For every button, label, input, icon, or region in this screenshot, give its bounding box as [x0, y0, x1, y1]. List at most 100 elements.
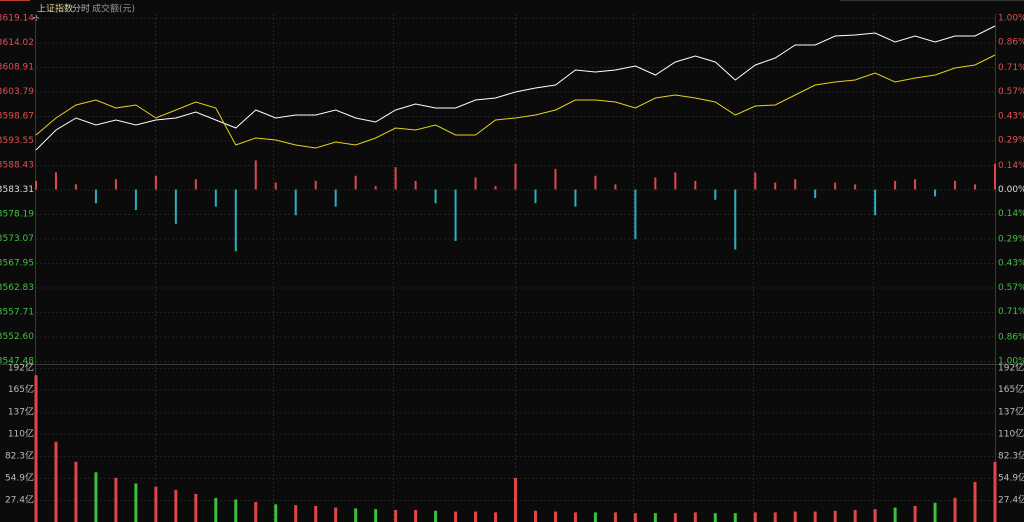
diff-bar	[674, 172, 677, 190]
volume-bar	[973, 481, 977, 522]
y2-tick-label: 0.29%	[998, 135, 1024, 145]
diff-bar	[54, 172, 57, 190]
volume-bar	[334, 507, 338, 522]
volume-bar	[873, 509, 877, 522]
y-tick-label: 3603.79	[0, 87, 34, 97]
y-tick-label: 3573.07	[0, 234, 34, 244]
diff-bar	[314, 180, 317, 190]
volume-bar	[773, 512, 777, 522]
diff-bar	[874, 189, 877, 216]
volume-bar	[214, 497, 218, 522]
diff-bar	[234, 189, 237, 252]
diff-bar	[594, 175, 597, 190]
diff-bar	[734, 189, 737, 250]
volume-bar	[713, 513, 717, 522]
y-tick-label: 54.9亿	[5, 471, 34, 483]
diff-bar	[474, 177, 477, 190]
y-tick-label: 3567.95	[0, 259, 34, 269]
volume-bar	[753, 512, 757, 522]
tab[interactable]: 成交额(元)	[92, 3, 135, 15]
diff-bar	[134, 189, 137, 211]
diff-bar	[74, 184, 77, 190]
y2-tick-label: 0.14%	[998, 209, 1024, 219]
tab[interactable]: 分时	[72, 3, 90, 15]
y-tick-label: 3583.31	[0, 185, 34, 195]
y-tick-label: 3562.83	[0, 283, 34, 293]
diff-bar	[534, 189, 537, 204]
volume-bar	[154, 486, 158, 522]
y-tick-label: 137亿	[8, 406, 34, 418]
diff-bar	[214, 189, 217, 207]
diff-bar	[894, 180, 897, 190]
y2-tick-label: 0.00%	[998, 185, 1024, 195]
y2-tick-label: 137亿	[998, 406, 1024, 418]
y-tick-label: 3619.14	[0, 14, 34, 24]
diff-bar	[194, 179, 197, 190]
y2-tick-label: 1.00%	[998, 14, 1024, 24]
diff-bar	[774, 182, 777, 190]
diff-bar	[354, 175, 357, 190]
volume-bar	[793, 511, 797, 522]
y-tick-label: 3598.67	[0, 111, 34, 121]
y2-tick-label: 0.43%	[998, 111, 1024, 121]
volume-bar	[414, 509, 418, 522]
y-tick-label: 3608.91	[0, 62, 34, 72]
volume-bar	[693, 512, 697, 522]
diff-bar	[794, 179, 797, 190]
y-tick-label: 3547.48	[0, 357, 34, 367]
volume-bar	[833, 510, 837, 522]
volume-bar	[733, 513, 737, 522]
y2-tick-label: 0.86%	[998, 38, 1024, 48]
diff-bar	[634, 189, 637, 240]
diff-bar	[154, 175, 157, 190]
y-tick-label: 110亿	[8, 427, 34, 439]
y2-tick-label: 0.29%	[998, 235, 1024, 245]
tab[interactable]: 上证指数	[37, 3, 73, 15]
volume-bar	[254, 501, 258, 522]
diff-bar	[854, 184, 857, 190]
y2-tick-label: 82.3亿	[998, 449, 1024, 461]
volume-bar	[314, 505, 318, 522]
volume-bar	[274, 504, 278, 522]
diff-bar	[414, 180, 417, 190]
diff-bar	[254, 160, 257, 190]
diff-bar	[274, 182, 277, 190]
y-tick-label: 192亿	[8, 362, 34, 374]
diff-bar	[754, 172, 757, 190]
diff-bar	[694, 180, 697, 190]
y2-tick-label: 110亿	[998, 427, 1024, 439]
volume-bar	[993, 461, 997, 522]
y-tick-label: 3593.55	[0, 136, 34, 146]
y2-tick-label: 0.43%	[998, 259, 1024, 269]
y2-tick-label: 0.86%	[998, 332, 1024, 342]
volume-bar	[474, 511, 478, 522]
diff-bar	[714, 189, 717, 200]
volume-bar	[953, 497, 957, 522]
volume-bar	[54, 441, 58, 522]
volume-bar	[354, 508, 358, 522]
y-tick-label: 3614.02	[0, 38, 34, 48]
volume-bar	[673, 513, 677, 522]
y2-tick-label: 54.9亿	[998, 471, 1024, 483]
volume-bar	[813, 511, 817, 522]
y-tick-label: 27.4亿	[5, 494, 34, 506]
y2-tick-label: 27.4亿	[998, 494, 1024, 506]
volume-bar	[194, 493, 198, 522]
y2-tick-label: 192亿	[998, 362, 1024, 374]
y-tick-label: 3588.43	[0, 160, 34, 170]
volume-bar	[114, 477, 118, 522]
diff-bar	[554, 168, 557, 190]
volume-bar	[34, 375, 38, 522]
diff-bar	[814, 189, 817, 199]
diff-bar	[514, 163, 517, 190]
diff-bar	[494, 186, 497, 190]
diff-bar	[994, 163, 996, 190]
volume-bar	[374, 509, 378, 522]
volume-bar	[553, 511, 557, 522]
volume-bar	[533, 510, 537, 522]
diff-bar	[94, 189, 97, 204]
volume-bar	[394, 509, 398, 522]
volume-bar	[234, 499, 238, 522]
